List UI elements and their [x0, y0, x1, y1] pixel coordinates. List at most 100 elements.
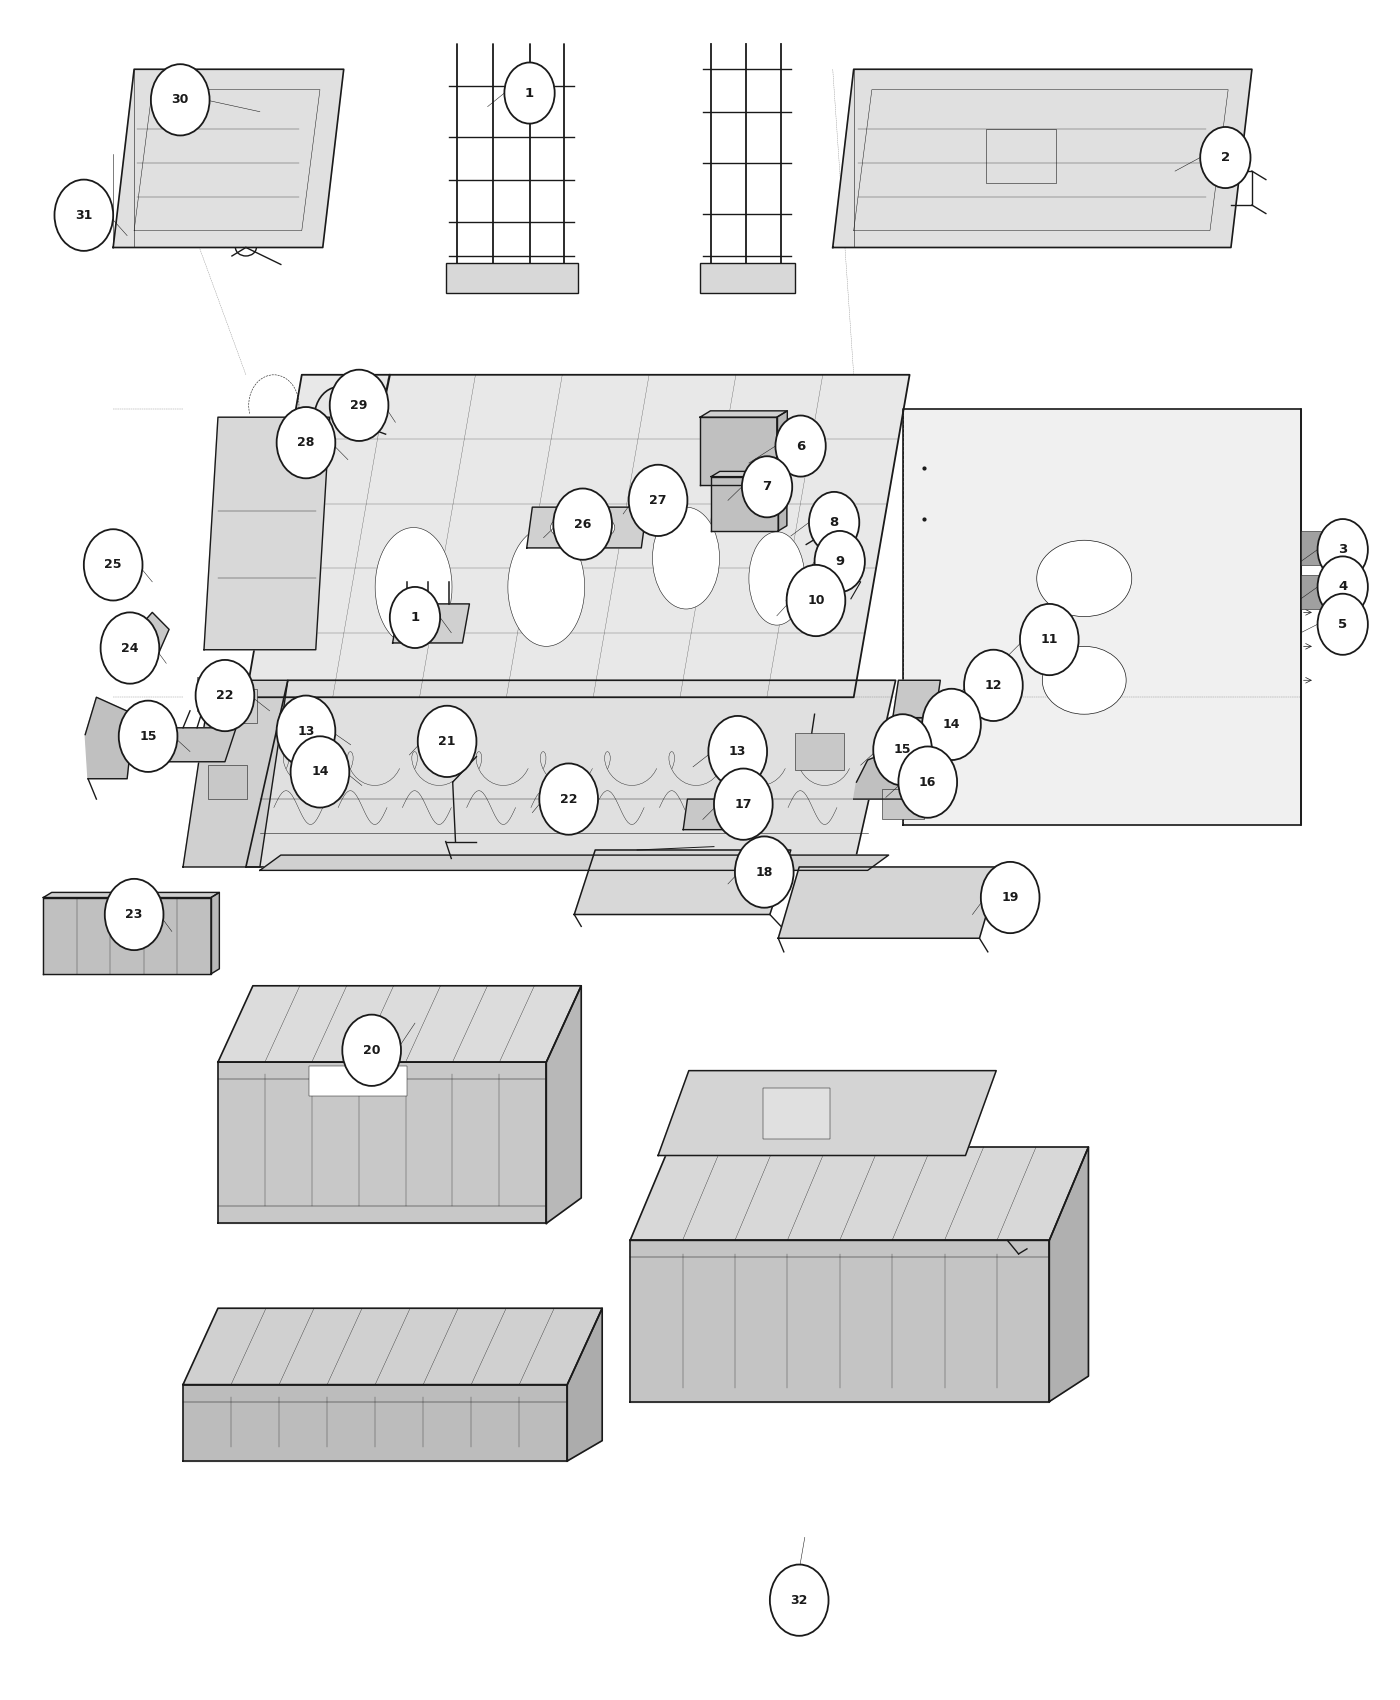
Text: 22: 22	[560, 792, 577, 806]
Circle shape	[277, 695, 336, 767]
Polygon shape	[113, 70, 344, 248]
Circle shape	[787, 564, 846, 636]
Circle shape	[708, 716, 767, 787]
Bar	[795, 733, 844, 770]
Text: 1: 1	[525, 87, 535, 100]
Circle shape	[196, 660, 255, 731]
Polygon shape	[183, 680, 288, 867]
Polygon shape	[903, 408, 1301, 824]
Bar	[309, 1066, 406, 1097]
Text: 2: 2	[1221, 151, 1231, 163]
Polygon shape	[85, 697, 134, 779]
Polygon shape	[700, 411, 787, 416]
Circle shape	[714, 768, 773, 840]
Polygon shape	[204, 416, 330, 649]
Circle shape	[119, 700, 178, 772]
Text: 28: 28	[297, 437, 315, 449]
Circle shape	[776, 415, 826, 476]
Text: 19: 19	[1001, 891, 1019, 904]
Polygon shape	[246, 374, 910, 697]
Circle shape	[389, 586, 440, 648]
Text: 26: 26	[574, 517, 591, 530]
Circle shape	[815, 530, 865, 592]
Circle shape	[1021, 604, 1078, 675]
Text: 29: 29	[350, 400, 368, 411]
Polygon shape	[574, 850, 791, 915]
Circle shape	[1317, 518, 1368, 580]
Ellipse shape	[652, 507, 720, 609]
Text: 5: 5	[1338, 617, 1347, 631]
Text: 7: 7	[763, 481, 771, 493]
Polygon shape	[246, 680, 896, 867]
Ellipse shape	[508, 527, 585, 646]
Polygon shape	[854, 751, 910, 799]
Bar	[197, 677, 223, 711]
Text: 14: 14	[942, 717, 960, 731]
Circle shape	[417, 706, 476, 777]
Polygon shape	[260, 855, 889, 870]
Circle shape	[539, 763, 598, 835]
Text: 15: 15	[140, 729, 157, 743]
Text: 8: 8	[830, 515, 839, 529]
Circle shape	[874, 714, 932, 785]
Text: 31: 31	[76, 209, 92, 221]
Bar	[896, 717, 935, 751]
Bar	[987, 129, 1056, 184]
Polygon shape	[546, 986, 581, 1224]
Bar	[549, 792, 577, 823]
Text: 17: 17	[735, 797, 752, 811]
Polygon shape	[43, 898, 211, 974]
Polygon shape	[392, 604, 469, 643]
Circle shape	[277, 406, 336, 478]
Text: 20: 20	[363, 1044, 381, 1057]
Circle shape	[899, 746, 958, 818]
Polygon shape	[630, 1148, 1088, 1241]
Circle shape	[1317, 556, 1368, 617]
Polygon shape	[218, 986, 581, 1062]
Ellipse shape	[1043, 646, 1126, 714]
Text: 1: 1	[410, 610, 420, 624]
Polygon shape	[777, 411, 787, 484]
Text: 16: 16	[918, 775, 937, 789]
Circle shape	[1317, 593, 1368, 654]
Polygon shape	[711, 476, 778, 530]
Polygon shape	[833, 70, 1252, 248]
Bar	[232, 688, 258, 722]
Circle shape	[101, 612, 160, 683]
Circle shape	[742, 456, 792, 517]
Polygon shape	[778, 471, 787, 530]
Circle shape	[735, 836, 794, 908]
Ellipse shape	[595, 518, 615, 536]
Circle shape	[981, 862, 1040, 933]
Circle shape	[291, 736, 349, 808]
Polygon shape	[893, 680, 941, 717]
Circle shape	[504, 63, 554, 124]
Circle shape	[809, 491, 860, 552]
Text: 12: 12	[984, 678, 1002, 692]
Text: 30: 30	[172, 94, 189, 107]
Bar	[882, 789, 924, 819]
Circle shape	[343, 1015, 400, 1086]
Polygon shape	[700, 416, 777, 484]
Text: 6: 6	[797, 440, 805, 452]
Text: 4: 4	[1338, 580, 1347, 593]
Bar	[209, 765, 248, 799]
Text: 9: 9	[836, 554, 844, 568]
Text: 10: 10	[808, 593, 825, 607]
Ellipse shape	[1037, 541, 1131, 617]
Polygon shape	[778, 867, 1001, 938]
Circle shape	[553, 488, 612, 559]
Circle shape	[923, 688, 981, 760]
Circle shape	[770, 1564, 829, 1635]
Polygon shape	[183, 1309, 602, 1384]
Polygon shape	[43, 892, 220, 898]
Polygon shape	[658, 1071, 997, 1156]
Polygon shape	[141, 728, 237, 762]
Ellipse shape	[550, 518, 570, 536]
Polygon shape	[711, 471, 787, 476]
Polygon shape	[211, 892, 220, 974]
Circle shape	[1200, 128, 1250, 189]
Text: 13: 13	[297, 724, 315, 738]
Polygon shape	[526, 507, 647, 547]
Text: 25: 25	[105, 558, 122, 571]
